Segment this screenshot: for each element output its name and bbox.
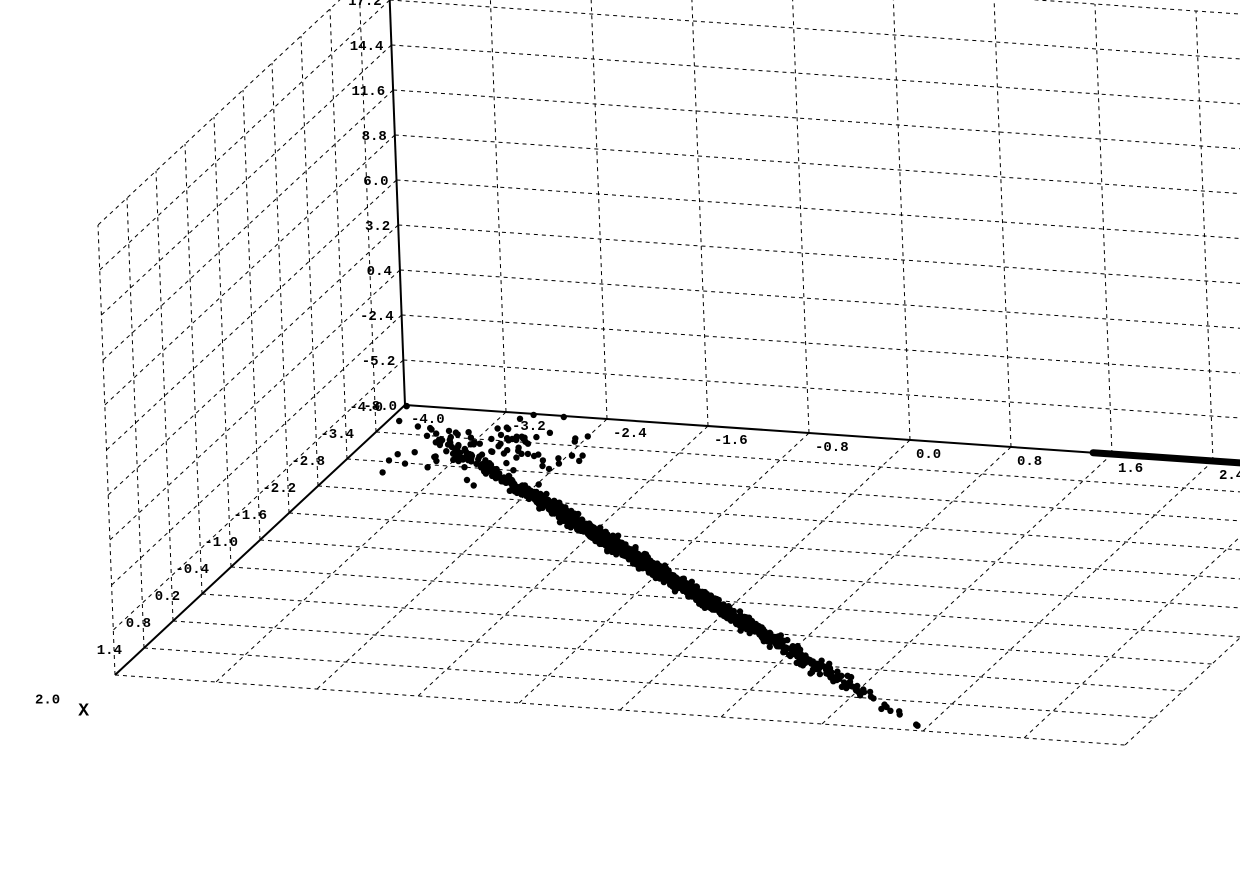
- svg-text:0.0: 0.0: [916, 447, 941, 463]
- svg-text:0.2: 0.2: [155, 589, 180, 605]
- svg-text:3.2: 3.2: [365, 219, 390, 235]
- svg-text:1.6: 1.6: [1118, 461, 1143, 477]
- svg-text:-2.4: -2.4: [360, 309, 394, 325]
- svg-text:-2.8: -2.8: [291, 454, 325, 470]
- svg-text:-3.4: -3.4: [320, 427, 354, 443]
- svg-text:2.0: 2.0: [35, 692, 60, 708]
- svg-text:8.8: 8.8: [362, 129, 387, 145]
- svg-text:-0.8: -0.8: [815, 440, 849, 456]
- svg-text:14.4: 14.4: [350, 39, 384, 55]
- svg-text:-5.2: -5.2: [362, 354, 396, 370]
- svg-text:-1.6: -1.6: [233, 508, 267, 524]
- svg-text:-3.2: -3.2: [512, 419, 546, 435]
- svg-text:6.0: 6.0: [363, 174, 388, 190]
- svg-text:-8.0: -8.0: [363, 399, 397, 415]
- svg-text:-2.4: -2.4: [613, 426, 647, 442]
- svg-text:-1.6: -1.6: [714, 433, 748, 449]
- svg-text:2.4: 2.4: [1219, 468, 1240, 484]
- series-fit-line: [1093, 453, 1240, 467]
- svg-text:X: X: [78, 701, 89, 721]
- svg-text:0.4: 0.4: [367, 264, 392, 280]
- scatter-3d-plot: -4.0-3.4-2.8-2.2-1.6-1.0-0.40.20.81.4-4.…: [0, 0, 1240, 873]
- svg-text:-2.2: -2.2: [262, 481, 296, 497]
- svg-text:11.6: 11.6: [351, 84, 385, 100]
- svg-text:-0.4: -0.4: [175, 562, 209, 578]
- svg-text:0.8: 0.8: [126, 616, 151, 632]
- svg-text:0.8: 0.8: [1017, 454, 1042, 470]
- svg-text:17.2: 17.2: [348, 0, 382, 10]
- svg-text:-1.0: -1.0: [204, 535, 238, 551]
- svg-text:-4.0: -4.0: [411, 412, 445, 428]
- svg-text:1.4: 1.4: [97, 643, 122, 659]
